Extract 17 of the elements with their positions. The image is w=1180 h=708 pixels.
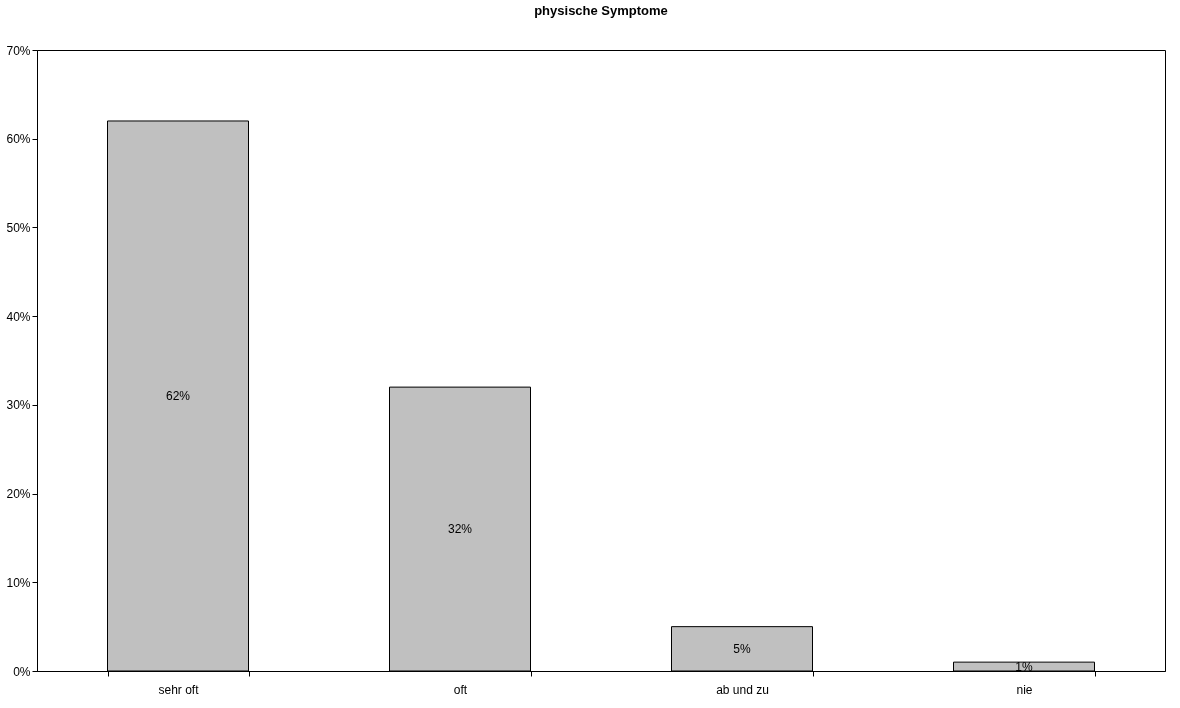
chart-title: physische Symptome: [534, 3, 668, 18]
y-tick-label: 40%: [6, 309, 31, 324]
data-label: 1%: [1015, 659, 1033, 674]
x-tick-label: ab und zu: [716, 682, 769, 697]
x-tick-label: oft: [453, 682, 468, 697]
y-tick-label: 70%: [6, 43, 31, 58]
y-tick-label: 50%: [6, 220, 31, 235]
y-tick-label: 30%: [6, 398, 31, 413]
data-label: 32%: [447, 522, 473, 537]
y-tick-label: 20%: [6, 487, 31, 502]
y-tick-label: 0%: [13, 664, 31, 679]
x-tick-label: nie: [1016, 682, 1033, 697]
x-tick-label: sehr oft: [158, 682, 200, 697]
y-tick-label: 10%: [6, 575, 31, 590]
data-label: 62%: [165, 388, 191, 403]
data-label: 5%: [733, 641, 751, 656]
y-tick-label: 60%: [6, 132, 31, 147]
